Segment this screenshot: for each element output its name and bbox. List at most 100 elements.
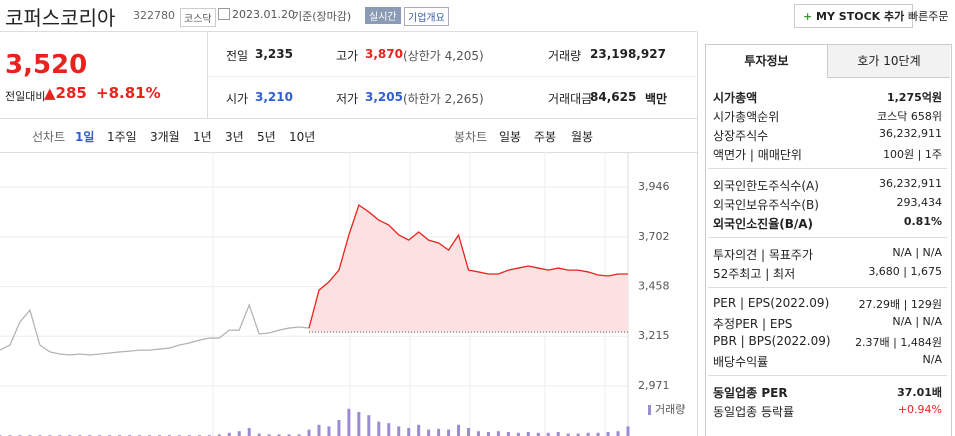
overview-button[interactable]: 기업개요 <box>404 7 449 26</box>
volume-bar <box>506 432 510 436</box>
change-value: 285 <box>55 84 87 102</box>
y-tick-label: 3,702 <box>638 230 670 243</box>
change: ▲285 <box>44 84 87 102</box>
volume-bar <box>297 434 301 436</box>
stat-label: 시가 <box>226 92 249 106</box>
tab-label: 선차트 <box>32 130 66 144</box>
volume-bar <box>626 426 630 436</box>
stat-label: 거래량 <box>548 49 582 63</box>
stock-name: 코퍼스코리아 <box>5 6 116 30</box>
orderbook-tab[interactable]: 호가 10단계 <box>827 45 950 78</box>
volume-bar <box>476 431 480 436</box>
candle-tab[interactable]: 주봉 <box>534 130 557 144</box>
info-label: PBR | BPS(2022.09) <box>713 334 831 348</box>
info-value: 2.37배 | 1,484원 <box>855 336 942 349</box>
basis: 기준(장마감) <box>292 10 352 23</box>
volume-bar <box>427 429 431 436</box>
volume-bar <box>536 432 540 436</box>
volume-bar <box>347 408 351 436</box>
info-label: 배당수익률 <box>713 355 769 369</box>
period-tab[interactable]: 1년 <box>193 130 212 144</box>
group-divider <box>708 375 947 376</box>
volume-legend: 거래량 <box>655 403 685 416</box>
stat-unit: 백만 <box>645 92 668 106</box>
stock-code: 322780 <box>133 9 175 22</box>
candle-tab[interactable]: 월봉 <box>571 130 594 144</box>
info-label: 시가총액 <box>713 91 758 105</box>
quick-order[interactable]: 빠른주문 <box>908 10 949 23</box>
info-value: 1,275억원 <box>886 91 942 104</box>
volume-bar <box>566 433 570 436</box>
volume-bar <box>217 434 221 436</box>
y-tick-label: 2,971 <box>638 379 670 392</box>
volume-bar <box>526 432 530 436</box>
market-badge: 코스닥 <box>180 8 216 27</box>
info-label: 52주최고 | 최저 <box>713 267 796 281</box>
candle-tab[interactable]: 일봉 <box>499 130 522 144</box>
volume-bar <box>377 421 381 436</box>
volume-bar <box>317 424 321 436</box>
stat-value: 84,625 <box>590 90 637 104</box>
divider <box>207 32 208 118</box>
mystock-button[interactable]: + MY STOCK 추가 <box>794 4 914 28</box>
tab-label: 봉차트 <box>454 130 488 144</box>
volume-bar <box>337 420 341 436</box>
stat-label: 저가 <box>336 92 359 106</box>
divider <box>0 31 697 32</box>
group-divider <box>708 168 947 169</box>
invest-tab[interactable]: 투자정보 <box>744 54 789 68</box>
group-divider <box>708 287 947 288</box>
info-value: +0.94% <box>897 403 942 416</box>
info-label: 동일업종 PER <box>713 386 788 400</box>
info-value: 3,680 | 1,675 <box>868 265 942 278</box>
price-line <box>308 203 628 329</box>
info-value: 293,434 <box>896 196 943 209</box>
up-arrow: ▲ <box>44 84 56 102</box>
volume-bar <box>257 433 261 436</box>
volume-bar <box>357 412 361 436</box>
info-label: 액면가 | 매매단위 <box>713 148 802 162</box>
volume-bar <box>447 429 451 436</box>
volume-bar <box>606 432 610 436</box>
volume-bar <box>457 424 461 436</box>
info-label: 상장주식수 <box>713 129 769 143</box>
period-tab[interactable]: 3년 <box>225 130 244 144</box>
price-line <box>0 303 310 356</box>
chart: 3,946 3,702 3,458 3,215 2,971 거래량 <box>0 152 685 436</box>
stat-value: 3,870 <box>365 47 403 61</box>
volume-bar <box>247 428 251 436</box>
volume-bar <box>387 423 391 436</box>
date: 2023.01.20 <box>232 8 295 21</box>
current-price: 3,520 <box>5 50 88 80</box>
stat-value: 23,198,927 <box>590 47 666 61</box>
volume-bar <box>287 434 291 436</box>
volume-bar <box>307 429 311 436</box>
change-rate: +8.81% <box>96 84 161 102</box>
y-tick-label: 3,458 <box>638 280 670 293</box>
realtime-button[interactable]: 실시간 <box>365 7 401 24</box>
stat-label: 거래대금 <box>548 92 593 106</box>
stat-note: (하한가 2,265) <box>403 92 484 106</box>
volume-legend-swatch <box>648 405 651 415</box>
volume-bar <box>277 434 281 436</box>
volume-bar <box>237 431 241 436</box>
period-tab[interactable]: 3개월 <box>150 130 180 144</box>
info-label: 추정PER | EPS <box>713 317 793 331</box>
stat-note: (상한가 4,205) <box>403 49 484 63</box>
mystock-label: MY STOCK 추가 <box>816 10 905 23</box>
period-tab[interactable]: 10년 <box>289 130 316 144</box>
period-tab[interactable]: 1일 <box>75 130 95 144</box>
period-tab[interactable]: 5년 <box>257 130 276 144</box>
divider <box>697 32 698 436</box>
period-tab[interactable]: 1주일 <box>107 130 137 144</box>
info-value: N/A <box>922 353 942 366</box>
divider <box>208 76 697 77</box>
group-divider <box>708 237 947 238</box>
volume-bar <box>367 415 371 436</box>
volume-bar <box>576 433 580 436</box>
info-value: 36,232,911 <box>879 177 942 190</box>
volume-bar <box>616 431 620 436</box>
info-value: 27.29배 | 129원 <box>858 298 942 311</box>
volume-bar <box>486 432 490 436</box>
volume-bar <box>496 431 500 436</box>
